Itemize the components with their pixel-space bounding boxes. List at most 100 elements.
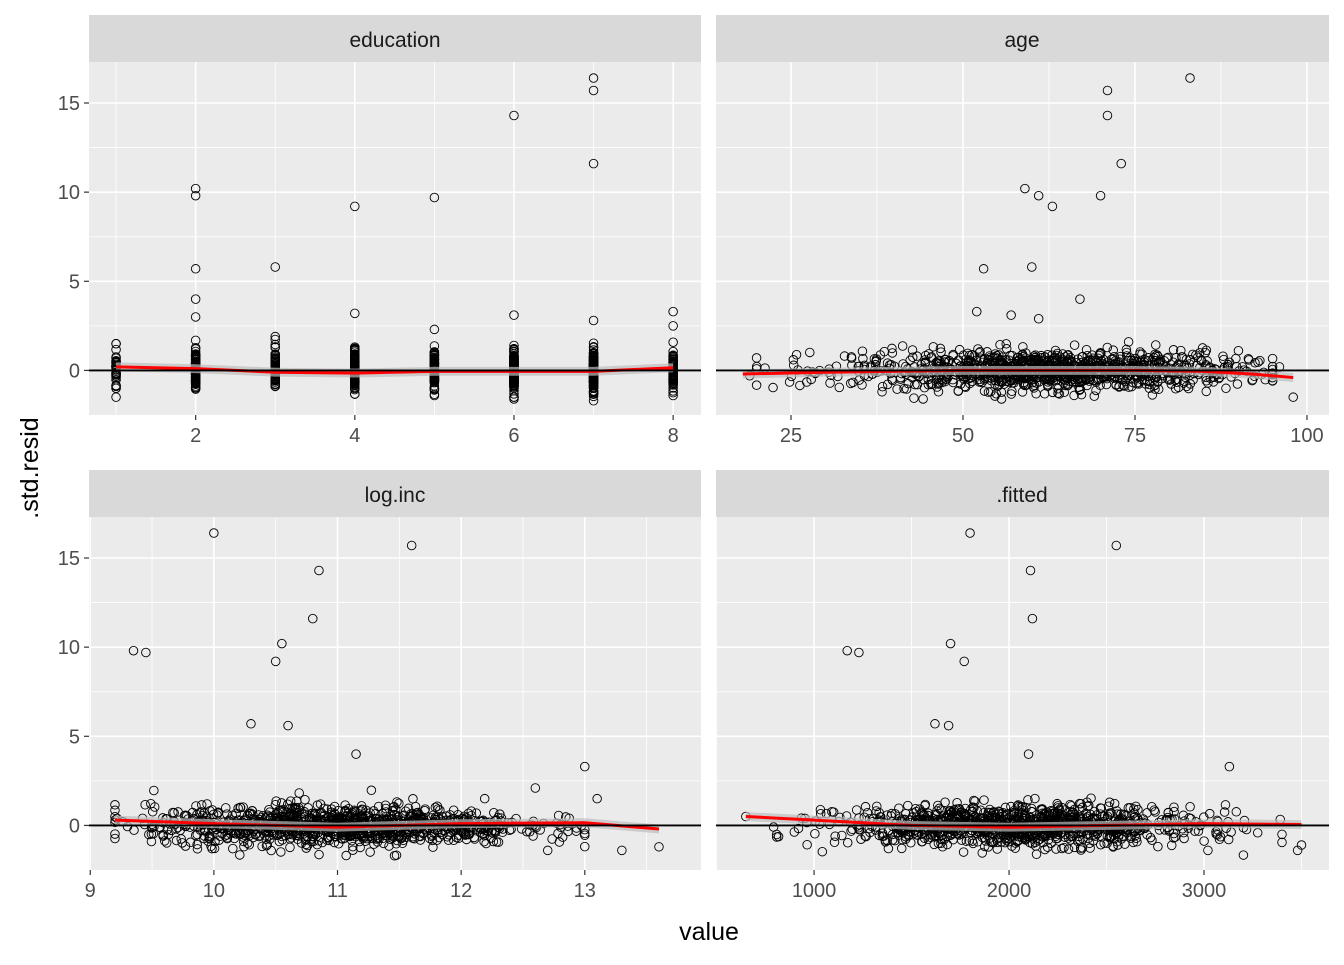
data-point	[222, 833, 233, 844]
strip-label-log-inc: log.inc	[365, 484, 426, 507]
data-point	[1196, 356, 1207, 366]
data-point	[860, 831, 870, 841]
data-point	[1204, 808, 1215, 819]
data-point	[978, 264, 989, 274]
data-point	[892, 384, 902, 394]
data-point	[1169, 828, 1179, 839]
data-point	[1168, 833, 1179, 843]
data-point	[190, 312, 201, 322]
data-point	[1072, 836, 1083, 846]
data-point	[968, 802, 978, 812]
data-point	[1096, 349, 1106, 359]
data-point	[270, 381, 280, 391]
data-point	[1008, 375, 1019, 385]
data-point	[805, 347, 815, 358]
data-point	[990, 812, 1000, 822]
data-point	[1121, 811, 1132, 821]
data-point	[340, 800, 350, 810]
data-point	[959, 656, 969, 667]
data-point	[509, 382, 519, 392]
data-point	[387, 830, 397, 841]
data-point	[1042, 807, 1052, 817]
data-point	[1105, 832, 1115, 843]
data-point	[1116, 158, 1126, 169]
data-point	[861, 831, 871, 842]
data-point	[877, 381, 888, 392]
data-point	[1199, 836, 1209, 846]
data-point	[817, 846, 828, 857]
data-point	[1007, 350, 1017, 361]
data-point	[1197, 343, 1208, 353]
data-point	[350, 831, 361, 842]
strip-label-education: education	[349, 29, 440, 52]
data-point	[1055, 809, 1066, 819]
data-point	[374, 833, 384, 844]
data-point	[146, 799, 156, 809]
x-tick-label: 1000	[792, 880, 837, 902]
data-point	[171, 835, 182, 846]
data-point	[588, 315, 599, 326]
data-point	[158, 831, 168, 841]
data-point	[283, 720, 293, 731]
data-point	[784, 377, 795, 387]
panel-fitted: 1000 2000 3000	[716, 470, 1329, 902]
data-point	[1086, 793, 1096, 804]
data-point	[942, 839, 953, 850]
data-point	[1004, 836, 1014, 847]
data-point	[1201, 376, 1212, 386]
data-point	[301, 839, 311, 850]
data-point	[1203, 845, 1213, 856]
x-tick-label: 25	[780, 425, 802, 447]
data-point	[771, 832, 782, 842]
data-point	[1214, 834, 1225, 845]
data-point	[239, 841, 249, 852]
data-point	[1031, 849, 1042, 859]
data-point	[351, 749, 361, 759]
data-point	[1027, 613, 1038, 624]
data-point	[1183, 383, 1194, 394]
data-point	[1137, 375, 1147, 385]
data-point	[1020, 183, 1030, 194]
data-point	[384, 841, 394, 851]
data-point	[936, 347, 946, 357]
data-point	[839, 351, 850, 361]
data-point	[348, 841, 358, 852]
y-tick-label: 15	[58, 93, 80, 115]
data-point	[1102, 85, 1113, 96]
data-point	[509, 343, 519, 354]
data-point	[588, 386, 599, 396]
data-point	[270, 334, 280, 345]
data-point	[668, 354, 678, 364]
data-point	[264, 804, 274, 815]
data-point	[768, 382, 778, 393]
data-point	[848, 377, 858, 388]
data-point	[1029, 383, 1039, 393]
x-tick-label: 50	[952, 425, 974, 447]
data-point	[862, 808, 873, 818]
data-point	[975, 376, 986, 387]
data-point	[1151, 340, 1161, 350]
data-point	[1040, 844, 1050, 855]
data-point	[1164, 375, 1175, 385]
data-point	[1027, 377, 1038, 388]
data-point	[228, 843, 238, 854]
data-point	[1082, 801, 1093, 812]
strip-label-age: age	[1004, 29, 1039, 52]
data-point	[1047, 201, 1058, 212]
data-point	[358, 833, 368, 844]
data-point	[453, 833, 464, 843]
data-point	[1288, 392, 1298, 402]
data-point	[960, 382, 971, 393]
data-point	[964, 835, 974, 846]
data-point	[192, 829, 202, 840]
data-point	[203, 836, 213, 847]
data-point	[308, 613, 318, 624]
data-point	[429, 354, 440, 364]
data-point	[190, 183, 201, 194]
data-point	[846, 353, 857, 363]
data-point	[1083, 833, 1093, 844]
data-point	[1131, 801, 1141, 812]
data-point	[509, 110, 519, 121]
data-point	[270, 656, 281, 667]
data-point	[1135, 347, 1145, 357]
